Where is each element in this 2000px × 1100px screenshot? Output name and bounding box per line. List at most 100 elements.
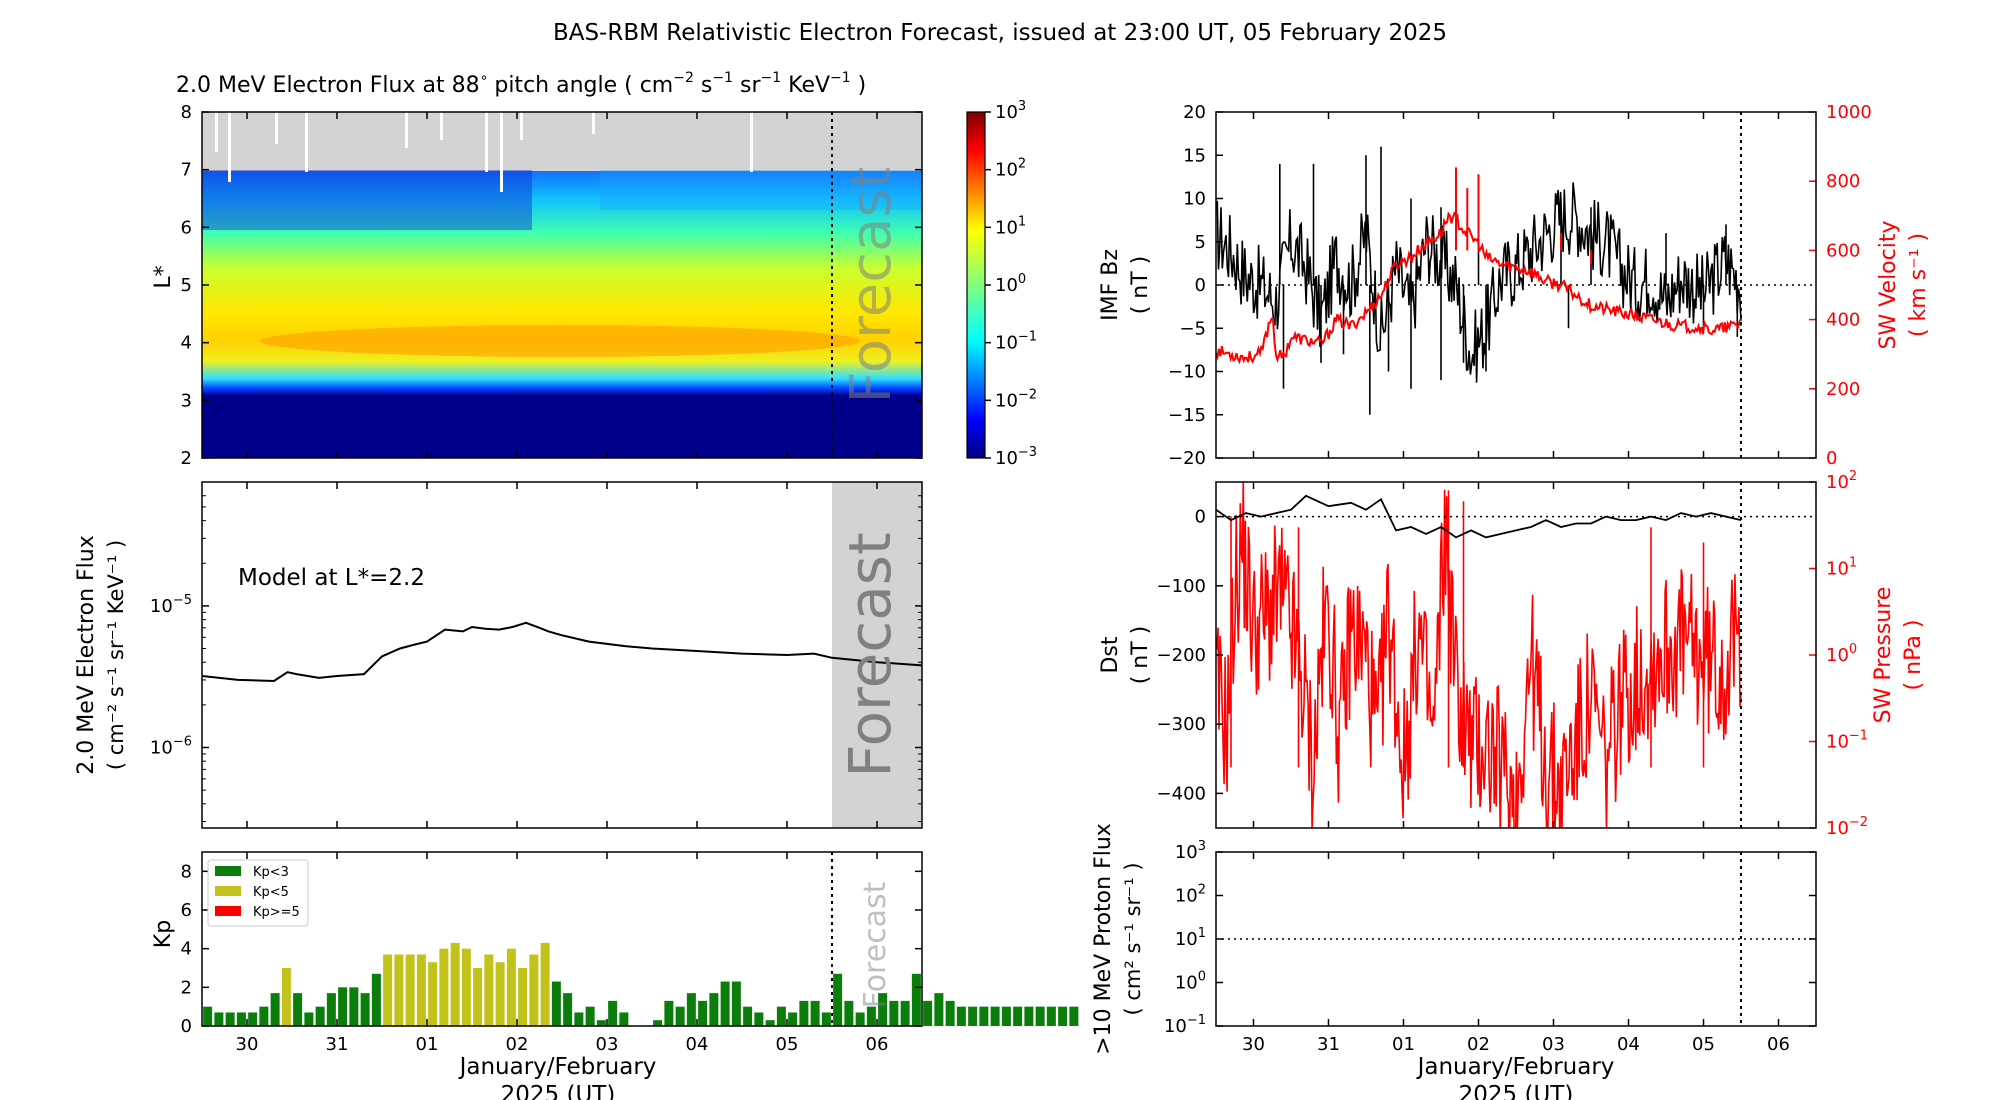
kp-bar — [236, 1012, 246, 1026]
kp-bar — [473, 968, 483, 1026]
heatmap-title-units: pitch angle ( cm — [494, 73, 673, 98]
kp-bar — [1069, 1006, 1079, 1026]
y-tick-label: 5 — [181, 275, 192, 296]
y-tick-label: 8 — [181, 861, 192, 882]
kp-bar — [743, 1006, 753, 1026]
heatmap-dropout-region — [202, 170, 532, 230]
kp-bar — [821, 1012, 831, 1026]
right-xlabel-line2: 2025 (UT) — [1459, 1082, 1574, 1100]
kp-bar — [383, 954, 393, 1026]
kp-bar — [934, 993, 944, 1026]
y-tick-label: −20 — [1168, 448, 1206, 469]
y-tick-label: 0 — [1826, 448, 1837, 469]
kp-bar — [1001, 1006, 1011, 1026]
kp-bar — [709, 993, 719, 1026]
kp-bar — [203, 1006, 213, 1026]
dst-ylabel-line2: ( nT ) — [1128, 626, 1153, 685]
y-tick-label: 200 — [1826, 379, 1860, 400]
y-tick-label: 10−1 — [1164, 1013, 1206, 1037]
x-tick-label: 01 — [1392, 1034, 1415, 1055]
x-tick-label: 02 — [506, 1034, 529, 1055]
kp-bar — [720, 981, 730, 1026]
kp-bar — [563, 993, 573, 1026]
x-tick-label: 02 — [1467, 1034, 1490, 1055]
kp-bar — [518, 968, 528, 1026]
colorbar: 103 102 101 100 10−1 10−2 10−3 — [966, 99, 1037, 469]
y-tick-label: 6 — [181, 900, 192, 921]
model-ylabel-line1: 2.0 MeV Electron Flux — [74, 535, 99, 775]
sw-pressure-ylabel-line2: ( nPa ) — [1901, 620, 1926, 691]
y-tick-label: 5 — [1195, 232, 1206, 253]
colorbar-tick-label: 10−1 — [995, 330, 1037, 354]
kp-bar — [855, 1012, 865, 1026]
y-tick-label: 2 — [181, 977, 192, 998]
y-tick-label: 102 — [1175, 883, 1206, 907]
kp-bar — [653, 1020, 663, 1026]
dst-panel: 0 −100 −200 −300 −400 102 101 100 10−1 10−2 Dst (… — [1098, 469, 1926, 839]
kp-bar — [608, 1000, 618, 1026]
y-tick-label: 4 — [181, 333, 192, 354]
kp-bar — [585, 1006, 595, 1026]
kp-bar — [428, 962, 438, 1026]
kp-bar — [416, 954, 426, 1026]
x-tick-label: 04 — [686, 1034, 709, 1055]
model-annotation: Model at L*=2.2 — [238, 565, 425, 591]
y-tick-label: 10−2 — [1826, 815, 1868, 839]
kp-bar — [1058, 1006, 1068, 1026]
y-tick-label: −200 — [1157, 645, 1206, 666]
sw-velocity-line — [1216, 167, 1742, 365]
kp-bar — [990, 1006, 1000, 1026]
y-tick-label: 400 — [1826, 310, 1860, 331]
kp-bar — [529, 954, 539, 1026]
y-tick-label: 600 — [1826, 240, 1860, 261]
proton-axes: 103 102 101 100 10−1 30 31 01 02 03 04 05 06 — [1164, 839, 1816, 1055]
kp-frame — [201, 851, 923, 1027]
x-tick-label: 06 — [1767, 1034, 1790, 1055]
kp-bar — [754, 1012, 764, 1026]
kp-legend: Kp<3 Kp<5 Kp>=5 — [207, 859, 309, 927]
y-tick-label: 4 — [181, 939, 192, 960]
kp-bar — [1024, 1006, 1034, 1026]
kp-bar — [259, 1006, 269, 1026]
heatmap-title: 2.0 MeV Electron Flux at 88∘ pitch angle … — [176, 70, 866, 98]
kp-legend-swatch-low — [215, 866, 241, 876]
y-tick-label: 102 — [1826, 469, 1857, 493]
colorbar-tick-label: 103 — [995, 99, 1026, 123]
colorbar-tick-label: 10−3 — [995, 445, 1037, 469]
kp-bar — [799, 1000, 809, 1026]
kp-bar — [776, 1006, 786, 1026]
colorbar-scale — [966, 111, 986, 459]
kp-bar — [225, 1012, 235, 1026]
heatmap-image — [202, 112, 922, 458]
kp-bar — [878, 993, 888, 1026]
x-tick-label: 03 — [1542, 1034, 1565, 1055]
x-tick-label: 06 — [866, 1034, 889, 1055]
kp-bar — [810, 1000, 820, 1026]
figure-title: BAS-RBM Relativistic Electron Forecast, … — [553, 20, 1447, 46]
y-tick-label: 10−5 — [150, 593, 192, 617]
x-tick-label: 30 — [236, 1034, 259, 1055]
y-tick-label: −10 — [1168, 362, 1206, 383]
kp-bar — [281, 968, 291, 1026]
kp-bar — [551, 981, 561, 1026]
model-forecast-shading — [832, 482, 922, 828]
kp-bar — [371, 973, 381, 1026]
kp-legend-swatch-high — [215, 906, 241, 916]
x-tick-label: 03 — [596, 1034, 619, 1055]
y-tick-label: 3 — [181, 390, 192, 411]
y-tick-label: 10−1 — [1826, 729, 1868, 753]
proton-panel: 103 102 101 100 10−1 30 31 01 02 03 04 05 06 >10 MeV… — [1091, 823, 1817, 1100]
kp-bar — [900, 1000, 910, 1026]
kp-bar — [596, 1020, 606, 1026]
y-tick-label: 10−6 — [150, 734, 192, 758]
y-tick-label: 6 — [181, 217, 192, 238]
kp-bar — [360, 993, 370, 1026]
sw-velocity-ylabel-line1: SW Velocity — [1876, 220, 1901, 349]
model-frame — [201, 481, 923, 829]
dst-line — [1216, 494, 1742, 539]
x-tick-label: 05 — [776, 1034, 799, 1055]
kp-bar — [1035, 1006, 1045, 1026]
heatmap-flux-peak — [260, 325, 860, 357]
